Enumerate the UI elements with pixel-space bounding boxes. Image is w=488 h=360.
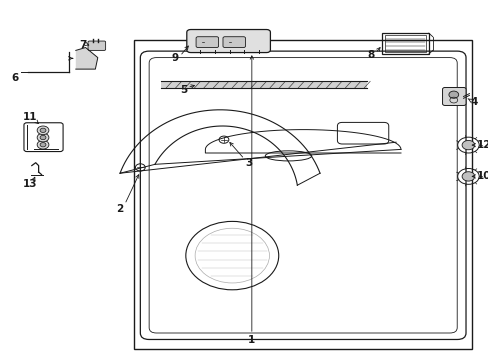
Text: 11: 11 [23, 112, 38, 122]
Text: 1: 1 [248, 335, 255, 345]
Circle shape [40, 128, 46, 132]
Circle shape [461, 140, 474, 150]
Bar [134, 40, 471, 349]
Text: 4: 4 [469, 96, 477, 107]
Circle shape [37, 126, 49, 135]
Circle shape [448, 91, 458, 98]
Text: 10: 10 [476, 171, 488, 181]
Text: 12: 12 [476, 140, 488, 150]
Text: 7: 7 [79, 40, 87, 50]
Bar [385, 35, 425, 52]
Polygon shape [76, 48, 98, 69]
FancyBboxPatch shape [196, 37, 218, 48]
Bar [382, 33, 428, 54]
Text: 13: 13 [23, 179, 38, 189]
FancyBboxPatch shape [223, 37, 245, 48]
Circle shape [37, 133, 49, 142]
Text: 6: 6 [11, 73, 18, 84]
FancyBboxPatch shape [186, 30, 270, 53]
Text: 5: 5 [180, 85, 186, 95]
FancyBboxPatch shape [88, 41, 105, 50]
Text: 2: 2 [116, 204, 123, 214]
Circle shape [461, 172, 474, 181]
Circle shape [37, 140, 49, 149]
Text: 9: 9 [171, 53, 178, 63]
Text: 3: 3 [245, 158, 252, 168]
Circle shape [40, 143, 46, 147]
Text: 8: 8 [366, 50, 373, 60]
Bar [161, 81, 366, 88]
FancyBboxPatch shape [442, 87, 465, 105]
Circle shape [40, 135, 46, 140]
